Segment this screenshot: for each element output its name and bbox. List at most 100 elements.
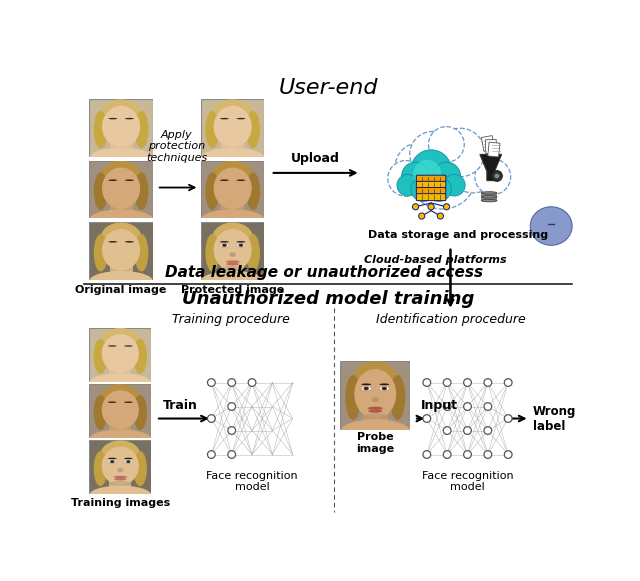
Text: User-end: User-end	[278, 78, 378, 98]
Ellipse shape	[367, 407, 383, 410]
Ellipse shape	[108, 243, 117, 248]
Ellipse shape	[111, 121, 114, 123]
Text: Probe
image: Probe image	[356, 432, 394, 454]
Ellipse shape	[114, 199, 128, 202]
Ellipse shape	[134, 173, 148, 210]
Circle shape	[207, 451, 215, 458]
Ellipse shape	[114, 478, 127, 480]
Ellipse shape	[133, 339, 147, 374]
Circle shape	[463, 403, 472, 410]
Circle shape	[504, 451, 512, 458]
Bar	[363, 408, 388, 434]
Ellipse shape	[102, 167, 140, 209]
Ellipse shape	[222, 120, 227, 124]
Circle shape	[495, 174, 499, 178]
Ellipse shape	[212, 223, 253, 254]
Circle shape	[444, 451, 451, 458]
Text: Cloud-based platforms: Cloud-based platforms	[364, 254, 506, 264]
Ellipse shape	[110, 120, 115, 124]
Ellipse shape	[93, 111, 108, 148]
Circle shape	[410, 131, 455, 177]
Ellipse shape	[239, 245, 242, 246]
Circle shape	[228, 403, 236, 410]
Ellipse shape	[481, 196, 497, 198]
Ellipse shape	[239, 121, 242, 123]
Circle shape	[444, 403, 451, 410]
Ellipse shape	[227, 201, 239, 204]
Ellipse shape	[127, 182, 132, 185]
Ellipse shape	[111, 349, 113, 350]
Ellipse shape	[201, 209, 264, 229]
Ellipse shape	[102, 334, 139, 373]
Ellipse shape	[108, 458, 116, 459]
Ellipse shape	[125, 118, 134, 119]
Circle shape	[248, 451, 256, 458]
Circle shape	[269, 451, 276, 458]
Text: Wrong
label: Wrong label	[532, 404, 576, 432]
Ellipse shape	[380, 386, 389, 391]
Ellipse shape	[481, 192, 497, 194]
Ellipse shape	[223, 183, 226, 185]
Ellipse shape	[109, 368, 131, 373]
Ellipse shape	[237, 118, 245, 119]
Ellipse shape	[390, 375, 405, 420]
Ellipse shape	[114, 260, 128, 263]
Ellipse shape	[355, 369, 396, 419]
Ellipse shape	[108, 241, 117, 242]
Circle shape	[428, 127, 464, 162]
Bar	[109, 138, 132, 160]
Ellipse shape	[554, 217, 557, 220]
Text: Apply
protection
techniques: Apply protection techniques	[146, 130, 207, 163]
Ellipse shape	[102, 229, 140, 271]
Ellipse shape	[113, 476, 127, 478]
Bar	[90, 384, 151, 437]
Ellipse shape	[124, 404, 132, 407]
Ellipse shape	[108, 460, 116, 464]
FancyBboxPatch shape	[417, 188, 446, 195]
Text: Data leakage or unauthorized access: Data leakage or unauthorized access	[165, 266, 483, 281]
Ellipse shape	[113, 419, 127, 422]
Circle shape	[444, 379, 451, 386]
Ellipse shape	[133, 395, 147, 430]
Ellipse shape	[127, 404, 130, 406]
Ellipse shape	[238, 182, 243, 185]
Ellipse shape	[102, 106, 140, 147]
Circle shape	[402, 162, 429, 190]
Ellipse shape	[90, 209, 153, 229]
Ellipse shape	[90, 148, 153, 168]
Ellipse shape	[108, 120, 117, 124]
Ellipse shape	[114, 422, 127, 424]
Circle shape	[423, 379, 431, 386]
Circle shape	[463, 379, 472, 386]
Polygon shape	[480, 155, 502, 181]
Bar	[90, 440, 151, 494]
Circle shape	[444, 204, 450, 210]
Ellipse shape	[237, 241, 245, 242]
Ellipse shape	[110, 404, 115, 407]
Circle shape	[248, 403, 256, 410]
Circle shape	[423, 415, 431, 422]
Ellipse shape	[102, 168, 140, 209]
Ellipse shape	[353, 361, 398, 399]
Ellipse shape	[546, 217, 549, 220]
Circle shape	[444, 174, 465, 196]
Ellipse shape	[90, 486, 151, 504]
Ellipse shape	[127, 120, 132, 124]
Ellipse shape	[214, 106, 252, 148]
Ellipse shape	[226, 199, 239, 202]
Circle shape	[433, 162, 461, 190]
Ellipse shape	[230, 252, 236, 257]
Circle shape	[484, 451, 492, 458]
Ellipse shape	[111, 245, 114, 246]
Ellipse shape	[117, 412, 124, 416]
Text: Training procedure: Training procedure	[172, 314, 290, 327]
Ellipse shape	[237, 180, 245, 181]
Ellipse shape	[124, 458, 132, 459]
Ellipse shape	[115, 201, 127, 204]
Ellipse shape	[383, 388, 386, 389]
Circle shape	[504, 415, 512, 422]
Ellipse shape	[543, 210, 560, 230]
Ellipse shape	[134, 234, 148, 271]
Ellipse shape	[222, 243, 227, 247]
Ellipse shape	[214, 106, 251, 147]
